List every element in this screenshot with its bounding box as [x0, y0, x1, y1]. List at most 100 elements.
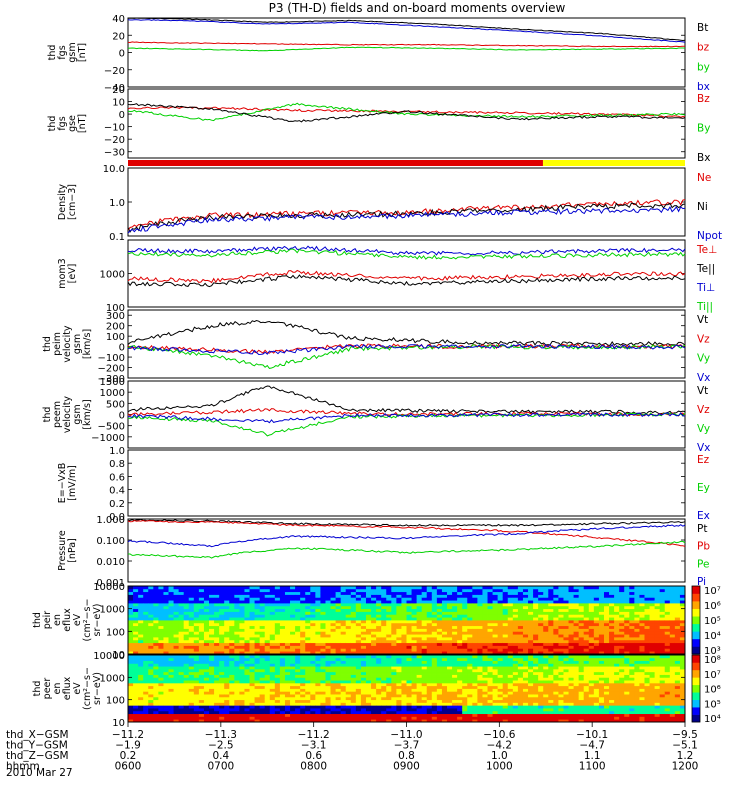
spectrogram-cell	[436, 631, 443, 635]
spectrogram-cell	[133, 694, 139, 698]
spectrogram-cell	[148, 642, 154, 646]
spectrogram-cell	[624, 605, 630, 610]
spectrogram-cell	[619, 588, 625, 593]
spectrogram-cell	[376, 680, 382, 684]
spectrogram-cell	[472, 699, 478, 703]
spectrogram-cell	[345, 605, 352, 610]
spectrogram-cell	[376, 637, 382, 641]
spectrogram-cell	[467, 603, 473, 607]
spectrogram-cell	[517, 588, 524, 593]
spectrogram-cell	[482, 682, 488, 687]
spectrogram-cell	[138, 651, 144, 655]
spectrogram-cell	[239, 588, 245, 593]
spectrogram-cell	[330, 680, 337, 684]
spectrogram-cell	[284, 710, 291, 715]
spectrogram-cell	[457, 713, 463, 717]
spectrogram-cell	[229, 631, 235, 635]
spectrogram-cell	[538, 637, 544, 641]
spectrogram-cell	[320, 648, 326, 652]
spectrogram-cell	[598, 622, 605, 627]
spectrogram-cell	[573, 588, 580, 593]
spectrogram-cell	[244, 716, 250, 720]
spectrogram-cell	[563, 688, 569, 692]
spectrogram-cell	[239, 691, 245, 695]
spectrogram-cell	[305, 591, 311, 595]
spectrogram-cell	[533, 625, 539, 629]
spectrogram-cell	[305, 666, 311, 670]
spectrogram-cell	[573, 625, 580, 629]
spectrogram-cell	[305, 680, 311, 684]
spectrogram-cell	[249, 594, 255, 598]
spectrogram-cell	[305, 719, 311, 723]
spectrogram-cell	[507, 710, 514, 715]
spectrogram-cell	[624, 600, 630, 604]
spectrogram-cell	[350, 628, 357, 632]
spectrogram-cell	[335, 677, 342, 681]
spectrogram-cell	[365, 625, 372, 629]
spectrogram-cell	[224, 682, 230, 687]
spectrogram-cell	[654, 625, 661, 629]
spectrogram-cell	[345, 685, 352, 689]
spectrogram-cell	[396, 586, 402, 590]
spectrogram-cell	[168, 708, 174, 712]
spectrogram-cell	[416, 685, 423, 689]
spectrogram-cell	[203, 671, 210, 675]
spectrogram-cell	[188, 708, 195, 712]
spectrogram-cell	[522, 655, 529, 659]
spectrogram-cell	[360, 666, 367, 670]
spectrogram-cell	[229, 666, 235, 670]
spectrogram-cell	[168, 588, 174, 593]
spectrogram-cell	[512, 639, 519, 644]
spectrogram-cell	[371, 631, 377, 635]
spectrogram-cell	[315, 600, 321, 604]
spectrogram-cell	[528, 631, 534, 635]
spectrogram-cell	[290, 688, 296, 692]
spectrogram-cell	[365, 702, 372, 706]
spectrogram-cell	[467, 648, 473, 652]
spectrogram-cell	[421, 691, 428, 695]
spectrogram-cell	[153, 611, 159, 615]
panel-frame	[127, 17, 686, 88]
spectrogram-cell	[614, 639, 620, 644]
spectrogram-cell	[138, 660, 144, 664]
spectrogram-cell	[421, 637, 428, 641]
spectrogram-cell	[609, 628, 615, 632]
spectrogram-cell	[558, 677, 564, 681]
spectrogram-cell	[143, 605, 149, 610]
spectrogram-cell	[360, 648, 367, 652]
spectrogram-cell	[365, 668, 372, 673]
spectrogram-cell	[619, 634, 625, 638]
spectrogram-cell	[371, 634, 377, 638]
spectrogram-cell	[462, 639, 468, 644]
spectrogram-cell	[360, 677, 367, 681]
spectrogram-cell	[391, 660, 397, 664]
y-tick-label: −20	[104, 135, 125, 146]
spectrogram-cell	[649, 588, 656, 593]
spectrogram-cell	[239, 660, 245, 664]
spectrogram-cell	[538, 594, 544, 598]
spectrogram-cell	[603, 586, 610, 590]
spectrogram-cell	[462, 660, 468, 664]
spectrogram-cell	[502, 668, 509, 673]
spectrogram-cell	[284, 708, 291, 712]
spectrogram-cell	[467, 657, 473, 661]
spectrogram-cell	[512, 637, 519, 641]
spectrogram-cell	[426, 625, 433, 629]
spectrogram-cell	[360, 614, 367, 618]
spectrogram-cell	[401, 628, 407, 632]
spectrogram-cell	[183, 608, 190, 612]
spectrogram-cell	[634, 588, 640, 593]
spectrogram-cell	[609, 637, 615, 641]
spectrogram-cell	[482, 719, 488, 723]
spectrogram-cell	[128, 708, 134, 712]
spectrogram-cell	[563, 642, 569, 646]
spectrogram-cell	[381, 591, 387, 595]
spectrogram-cell	[173, 668, 180, 673]
spectrogram-cell	[173, 642, 180, 646]
spectrogram-cell	[320, 688, 326, 692]
spectrogram-cell	[295, 663, 301, 667]
spectrogram-cell	[517, 628, 524, 632]
spectrogram-cell	[416, 634, 423, 638]
spectrogram-cell	[340, 691, 347, 695]
spectrogram-cell	[472, 694, 478, 698]
